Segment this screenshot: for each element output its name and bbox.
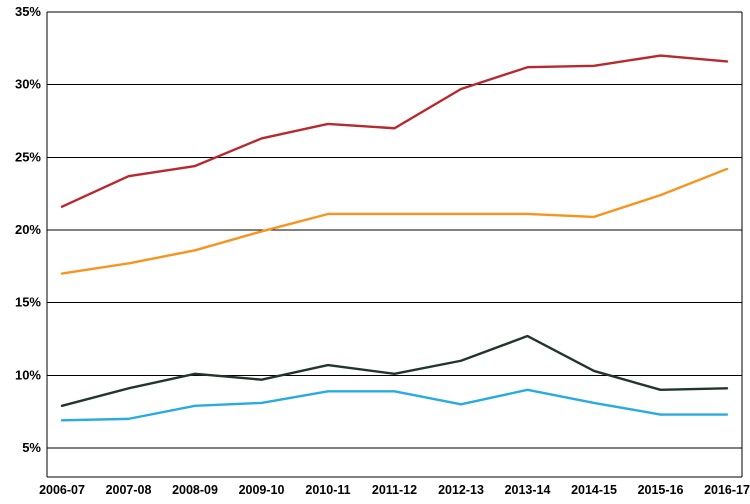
y-tick-label: 35% <box>15 4 41 19</box>
line-chart: 5% 10% 15% 20% 25% 30% 35% 2006-07 2007-08 2008-0… <box>0 0 750 504</box>
x-tick-label: 2014-15 <box>571 483 617 497</box>
y-tick-label: 20% <box>15 222 41 237</box>
y-tick-label: 5% <box>22 440 41 455</box>
y-tick-label: 30% <box>15 77 41 92</box>
chart-svg: 5% 10% 15% 20% 25% 30% 35% 2006-07 2007-08 2008-0… <box>0 0 750 504</box>
x-tick-label: 2009-10 <box>239 483 285 497</box>
y-tick-label: 25% <box>15 149 41 164</box>
x-tick-label: 2013-14 <box>505 483 551 497</box>
x-tick-label: 2016-17 <box>704 483 750 497</box>
x-tick-label: 2010-11 <box>305 483 350 497</box>
x-tick-label: 2015-16 <box>638 483 684 497</box>
y-tick-label: 15% <box>15 295 41 310</box>
x-tick-label: 2008-09 <box>172 483 218 497</box>
x-tick-label: 2011-12 <box>372 483 417 497</box>
x-tick-label: 2012-13 <box>438 483 484 497</box>
x-tick-label: 2007-08 <box>106 483 152 497</box>
y-tick-label: 10% <box>15 367 41 382</box>
x-tick-label: 2006-07 <box>39 483 85 497</box>
